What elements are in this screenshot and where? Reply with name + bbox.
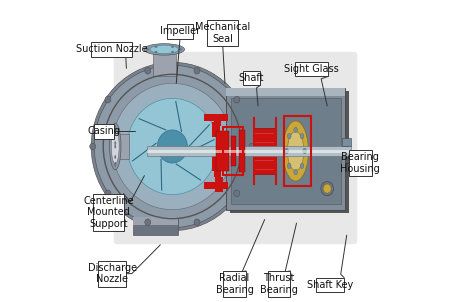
Ellipse shape <box>114 125 116 129</box>
FancyBboxPatch shape <box>227 88 345 96</box>
Text: Casing: Casing <box>88 127 120 137</box>
FancyBboxPatch shape <box>147 150 351 153</box>
Ellipse shape <box>157 130 187 163</box>
FancyBboxPatch shape <box>114 52 357 244</box>
FancyBboxPatch shape <box>316 278 344 292</box>
Ellipse shape <box>114 131 116 135</box>
FancyBboxPatch shape <box>204 182 228 188</box>
Ellipse shape <box>114 141 116 145</box>
FancyBboxPatch shape <box>212 122 220 137</box>
Ellipse shape <box>91 62 254 231</box>
Ellipse shape <box>294 127 297 133</box>
Ellipse shape <box>114 162 116 166</box>
FancyBboxPatch shape <box>214 167 221 178</box>
Ellipse shape <box>321 182 334 196</box>
FancyBboxPatch shape <box>117 134 129 159</box>
FancyBboxPatch shape <box>98 261 126 287</box>
Ellipse shape <box>303 148 307 154</box>
Text: Radial
Bearing: Radial Bearing <box>216 273 254 295</box>
Ellipse shape <box>283 121 309 181</box>
Ellipse shape <box>285 148 288 154</box>
FancyBboxPatch shape <box>231 136 237 166</box>
Ellipse shape <box>114 155 116 159</box>
FancyBboxPatch shape <box>216 131 223 171</box>
FancyBboxPatch shape <box>295 62 328 76</box>
Ellipse shape <box>145 219 151 226</box>
Ellipse shape <box>111 129 119 164</box>
FancyBboxPatch shape <box>215 177 223 191</box>
FancyBboxPatch shape <box>93 194 124 231</box>
Text: Mechanical
Seal: Mechanical Seal <box>195 22 250 44</box>
Ellipse shape <box>323 184 331 193</box>
Ellipse shape <box>109 123 121 170</box>
Ellipse shape <box>105 190 111 197</box>
Ellipse shape <box>287 131 304 171</box>
Text: Shaft: Shaft <box>239 73 264 83</box>
FancyBboxPatch shape <box>254 128 276 174</box>
Ellipse shape <box>144 44 184 55</box>
FancyBboxPatch shape <box>153 52 176 76</box>
FancyBboxPatch shape <box>230 92 349 213</box>
FancyBboxPatch shape <box>212 156 220 171</box>
FancyBboxPatch shape <box>147 146 351 156</box>
Ellipse shape <box>300 163 304 169</box>
FancyBboxPatch shape <box>223 271 246 297</box>
Ellipse shape <box>114 163 116 167</box>
FancyBboxPatch shape <box>94 124 114 139</box>
Text: Shaft Key: Shaft Key <box>307 280 353 290</box>
Ellipse shape <box>171 46 174 48</box>
Ellipse shape <box>112 83 232 210</box>
Ellipse shape <box>155 46 157 48</box>
FancyBboxPatch shape <box>238 130 245 172</box>
Text: Thrust
Bearing: Thrust Bearing <box>260 273 298 295</box>
Ellipse shape <box>90 143 96 150</box>
Ellipse shape <box>146 48 149 50</box>
FancyBboxPatch shape <box>227 88 345 210</box>
FancyBboxPatch shape <box>223 131 229 171</box>
FancyBboxPatch shape <box>204 114 228 121</box>
FancyBboxPatch shape <box>208 20 238 46</box>
Text: Suction Nozzle: Suction Nozzle <box>76 44 147 54</box>
Ellipse shape <box>234 96 240 103</box>
Ellipse shape <box>145 67 151 74</box>
Ellipse shape <box>128 98 218 194</box>
FancyBboxPatch shape <box>133 217 178 225</box>
FancyBboxPatch shape <box>214 116 221 126</box>
FancyBboxPatch shape <box>268 271 291 297</box>
FancyBboxPatch shape <box>133 219 178 235</box>
Text: Bearing
Housing: Bearing Housing <box>340 152 380 174</box>
Ellipse shape <box>249 143 255 150</box>
FancyBboxPatch shape <box>342 138 351 146</box>
Ellipse shape <box>94 65 251 228</box>
FancyBboxPatch shape <box>231 98 341 204</box>
Ellipse shape <box>114 129 116 133</box>
FancyBboxPatch shape <box>243 71 260 85</box>
Ellipse shape <box>114 145 116 149</box>
Text: Discharge
Nozzle: Discharge Nozzle <box>88 263 137 284</box>
Ellipse shape <box>194 219 200 226</box>
FancyBboxPatch shape <box>167 24 192 39</box>
Text: Centerline
Mounted
Support: Centerline Mounted Support <box>83 196 134 229</box>
Text: Sight Glass: Sight Glass <box>284 64 339 74</box>
Text: Impeller: Impeller <box>160 26 200 36</box>
Ellipse shape <box>294 169 297 175</box>
Ellipse shape <box>105 96 111 103</box>
Ellipse shape <box>234 190 240 197</box>
Ellipse shape <box>150 45 179 53</box>
FancyBboxPatch shape <box>349 150 372 176</box>
Ellipse shape <box>155 51 157 53</box>
Ellipse shape <box>194 67 200 74</box>
Ellipse shape <box>179 48 182 50</box>
Ellipse shape <box>287 163 291 169</box>
Ellipse shape <box>300 133 304 139</box>
Ellipse shape <box>171 51 174 53</box>
FancyBboxPatch shape <box>91 42 132 56</box>
Ellipse shape <box>287 133 291 139</box>
